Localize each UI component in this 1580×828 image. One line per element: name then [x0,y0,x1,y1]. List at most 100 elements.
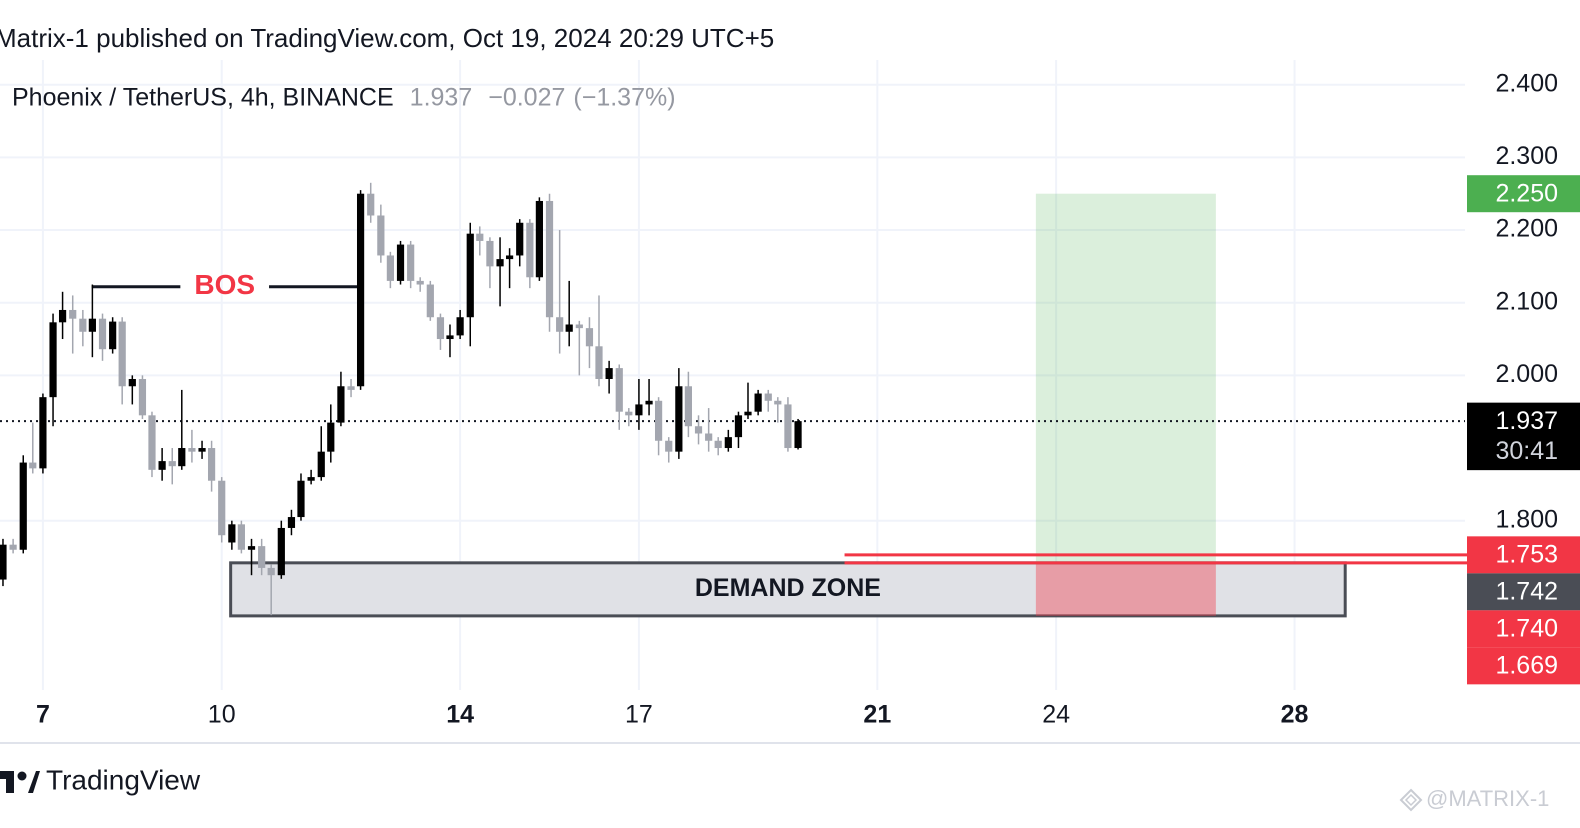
candle-body [436,317,445,340]
candle-body [307,477,315,481]
candle-body [694,426,703,434]
price-label: 1.742 [1495,577,1558,605]
candle-body [228,524,236,543]
candle-body [585,328,594,347]
stop-zone [1035,564,1216,616]
published-line: Matrix-1 published on TradingView.com, O… [0,23,774,53]
candle-body [337,386,345,423]
candle-body [516,222,524,256]
candle-body [79,318,87,332]
candle-body [297,480,305,518]
price-label-box [1467,402,1580,471]
candle-body [575,324,583,329]
candle-body [774,400,782,405]
candle-body [207,448,216,481]
candle-body [29,462,37,469]
bos-label: BOS [194,269,255,300]
candle-body [138,378,147,416]
candle-body [247,546,256,550]
x-tick-label: 14 [446,701,474,729]
countdown-label: 30:41 [1495,437,1558,465]
candle-body [198,448,206,452]
y-tick-label: 2.000 [1495,360,1558,388]
candle-body [446,335,454,340]
candle-body [237,524,245,550]
candle-body [764,393,772,401]
candle-body [407,244,415,281]
candle-body [258,546,266,568]
candle-body [317,451,325,478]
x-tick-label: 24 [1042,701,1070,729]
price-label: 1.669 [1495,651,1558,679]
candle-body [386,255,394,281]
candle-body [168,461,176,467]
brand: TradingView [46,764,201,795]
candle-body [654,400,663,441]
candle-body [784,404,792,449]
candle-body [327,422,335,452]
candle-body [118,321,126,387]
price-label: 1.740 [1495,614,1558,642]
grid: 1.800 2.000 2.100 2.200 2.300 2.400 7 10 14 17 21 2… [0,60,1558,729]
x-tick-label: 10 [208,701,236,729]
candle-body [188,448,196,452]
price-label-box [1467,175,1580,213]
candle-body [734,415,743,438]
candle-body [675,386,683,452]
candle-body [754,393,762,412]
x-tick-label: 7 [36,701,50,729]
price-label-box [1467,536,1580,574]
candle-body [58,309,67,323]
candle-body [109,321,117,350]
candle-body [356,193,365,387]
tradingview-logo [0,771,40,793]
candle-body [0,544,7,580]
y-tick-label: 1.800 [1495,505,1558,533]
candle-body [615,368,623,412]
candle-body [367,193,375,216]
watermark: @MATRIX-1 [1426,786,1549,811]
candle-body [794,421,802,449]
candle-body [178,448,186,467]
candle-body [377,215,385,256]
candle-body [49,322,57,398]
candle-body [625,411,633,416]
x-tick-label: 28 [1281,701,1309,729]
target-zone [1035,193,1216,565]
candle-body [535,200,543,278]
x-tick-label: 21 [863,701,891,729]
last-price: 1.937 [410,84,473,112]
candle-body [416,280,424,285]
candle-body [98,318,107,350]
price-label: 2.250 [1495,179,1558,207]
candle-body [595,346,603,379]
candle-body [476,233,484,241]
candle-body [486,240,494,267]
candle-body [148,415,156,470]
watermark-icon [1399,788,1423,812]
candle-body [39,397,47,469]
candle-body [277,527,285,576]
candle-body [287,517,296,528]
candle-body [19,462,27,550]
candle-body [396,244,405,281]
candle-body [456,317,464,336]
candle-body [605,368,613,379]
candle-body [9,544,17,550]
price-change-pct: (−1.37%) [573,84,675,112]
candle-body [545,200,554,318]
candle-body [158,461,166,470]
y-tick-label: 2.400 [1495,69,1558,97]
candle-body [724,437,732,449]
candle-body [218,480,226,536]
candle-body [128,378,136,387]
legend: Phoenix / TetherUS, 4h, BINANCE 1.937 −0… [12,84,676,112]
candle-body [665,440,673,452]
overlays: DEMAND ZONE BOS [0,193,1580,618]
y-tick-label: 2.200 [1495,215,1558,243]
symbol-title: Phoenix / TetherUS, 4h, BINANCE [12,84,394,112]
candle-body [635,404,643,416]
candle-body [505,255,514,260]
price-label: 1.753 [1495,540,1558,568]
